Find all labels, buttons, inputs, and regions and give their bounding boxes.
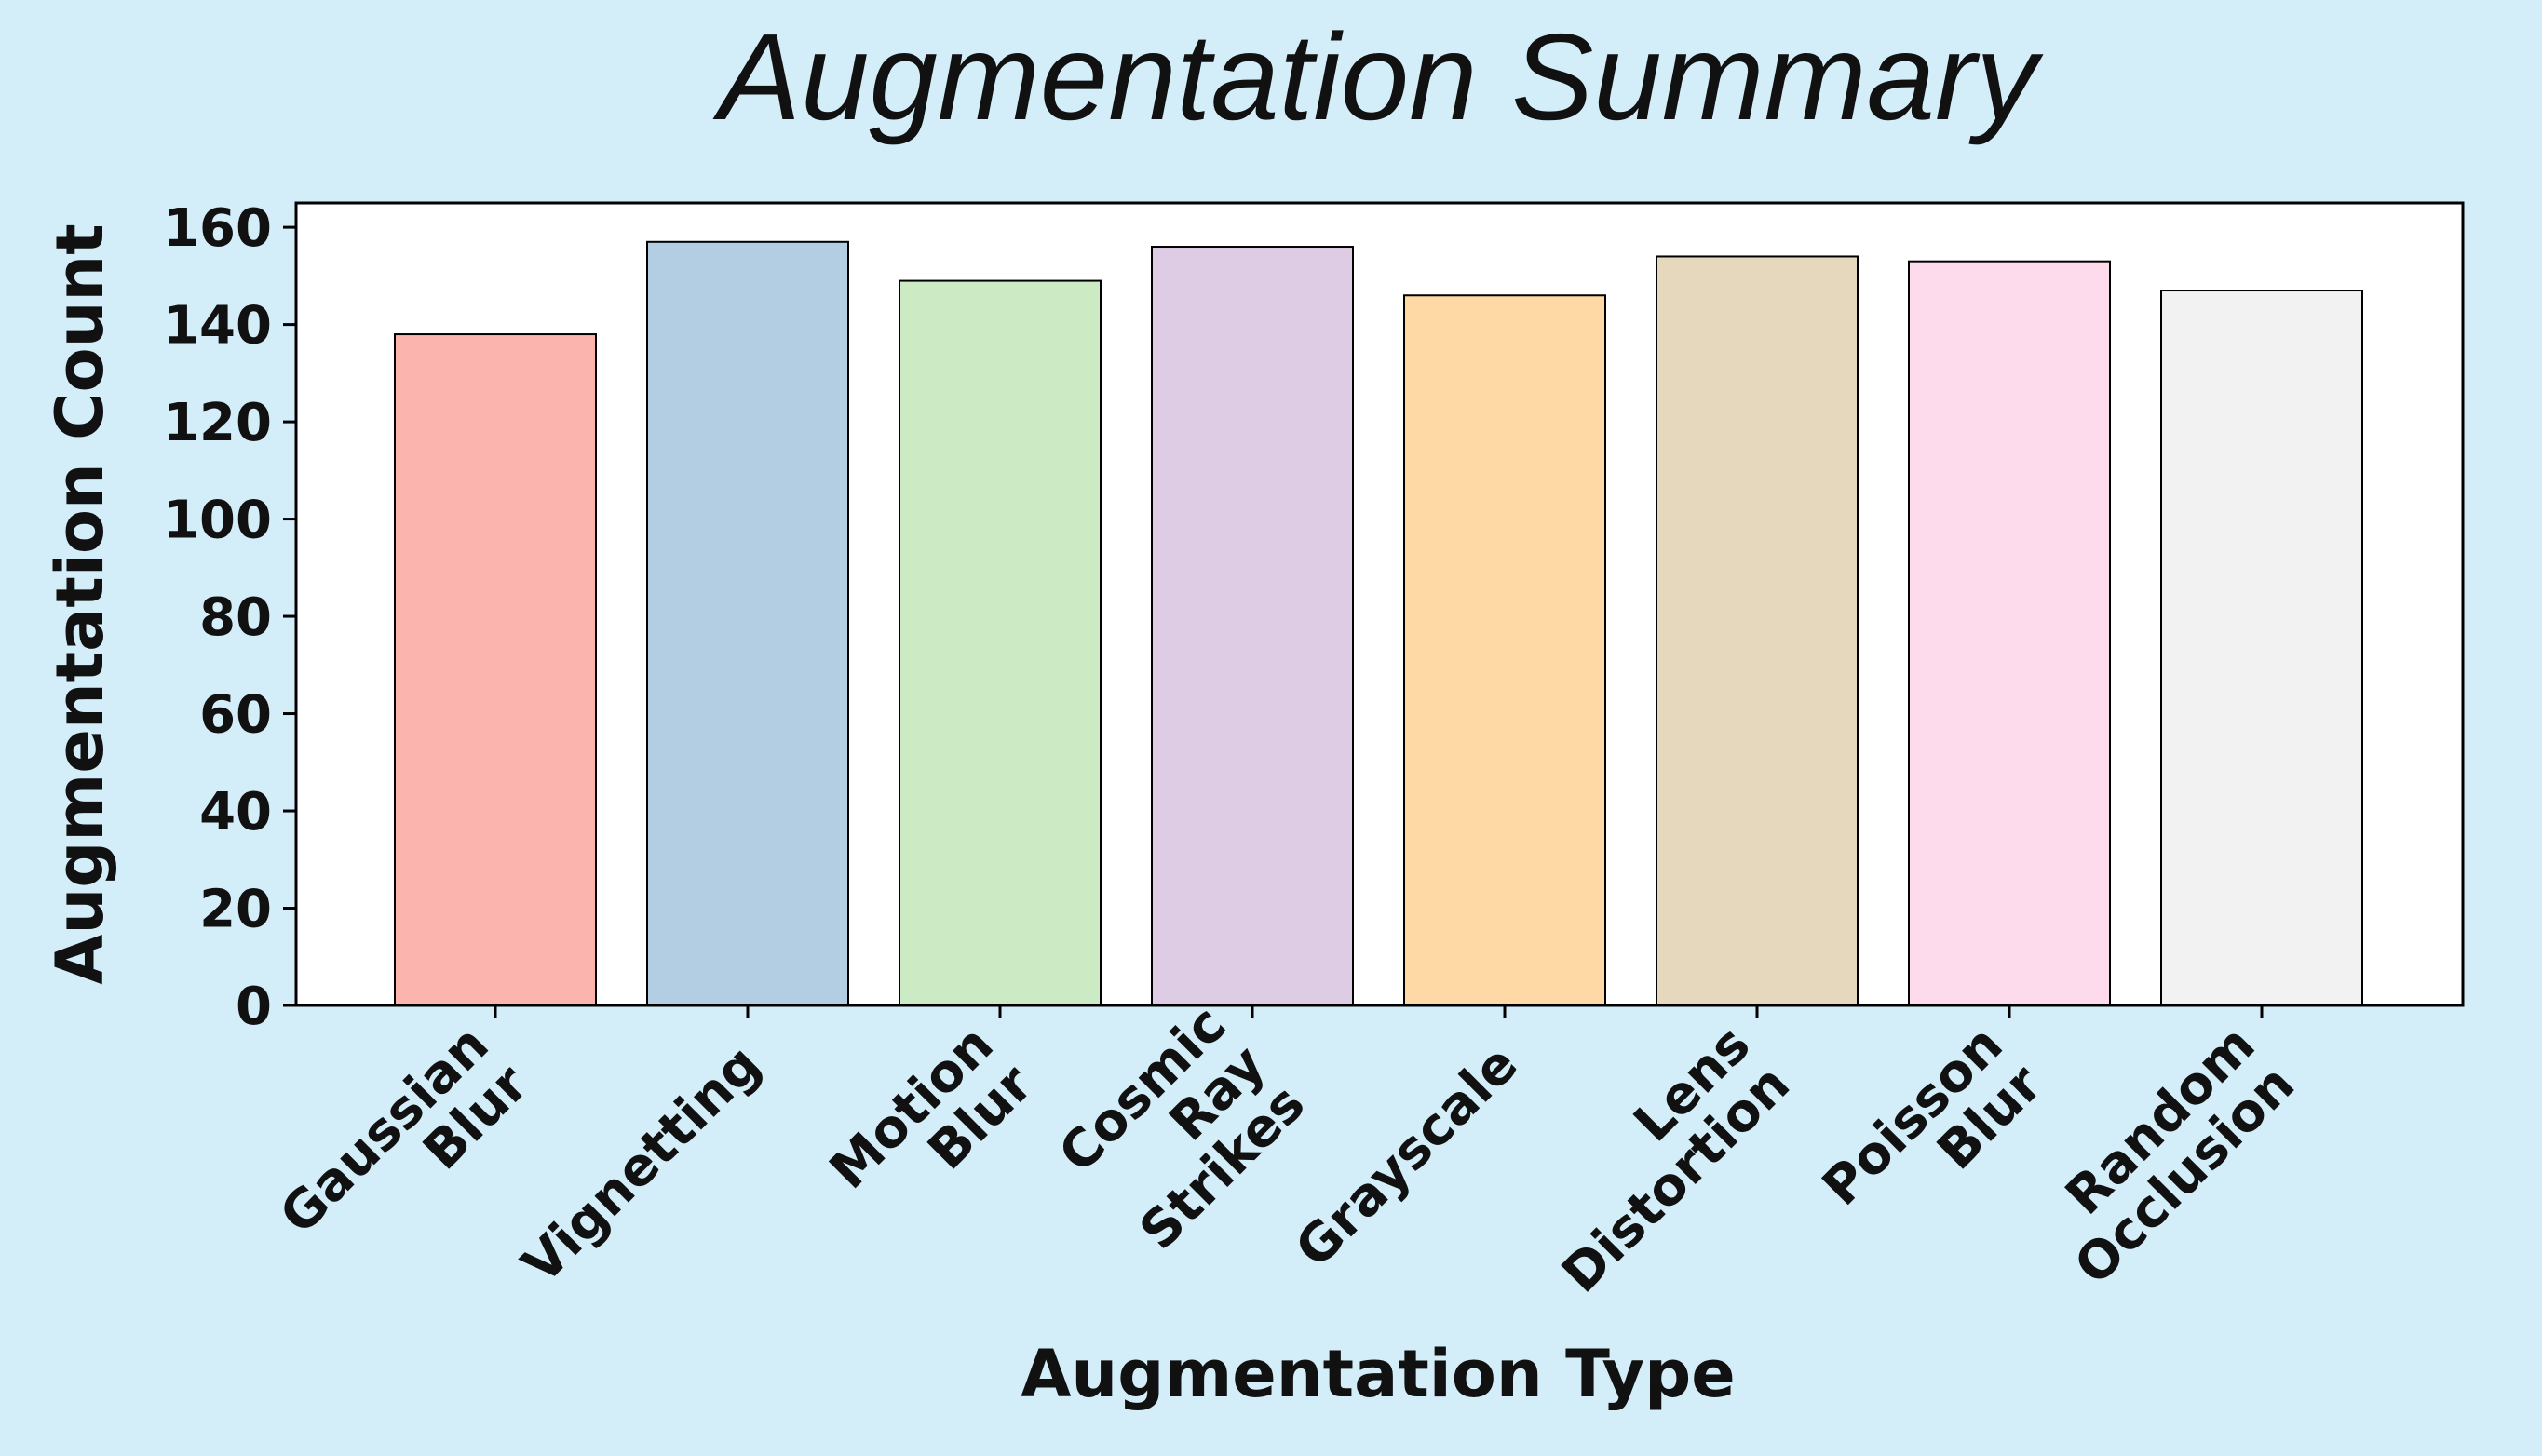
x-axis-label: Augmentation Type — [1021, 1336, 1735, 1412]
y-tick-label: 0 — [236, 977, 272, 1037]
plot-area — [296, 203, 2463, 1005]
y-tick-label: 140 — [163, 296, 272, 357]
x-tick-label: Grayscale — [1284, 1034, 1530, 1280]
bar-1 — [394, 333, 597, 1006]
y-tick-label: 80 — [199, 587, 272, 648]
bar-7 — [1908, 260, 2111, 1006]
bar-8 — [2160, 290, 2363, 1006]
x-tick-label: Vignetting — [511, 1034, 773, 1296]
y-tick-label: 120 — [163, 393, 272, 453]
plot-frame — [294, 201, 2465, 1007]
y-tick-label: 40 — [199, 782, 272, 843]
x-tick-label-line: Grayscale — [1284, 1034, 1530, 1280]
bar-6 — [1656, 255, 1859, 1006]
y-axis-label: Augmentation Count — [42, 223, 118, 984]
y-tick-label: 20 — [199, 880, 272, 940]
bar-3 — [899, 279, 1102, 1006]
y-tick-label: 160 — [163, 198, 272, 259]
bars-group — [394, 240, 2363, 1006]
bar-4 — [1151, 246, 1354, 1006]
chart-title: Augmentation Summary — [712, 8, 2044, 145]
y-tick-label: 100 — [163, 491, 272, 551]
y-axis: 0 20 40 60 80 100 120 140 160 — [163, 198, 296, 1037]
y-tick-label: 60 — [199, 685, 272, 746]
bar-5 — [1403, 294, 1606, 1006]
bar-2 — [646, 240, 849, 1006]
x-tick-label-line: Vignetting — [511, 1034, 773, 1296]
